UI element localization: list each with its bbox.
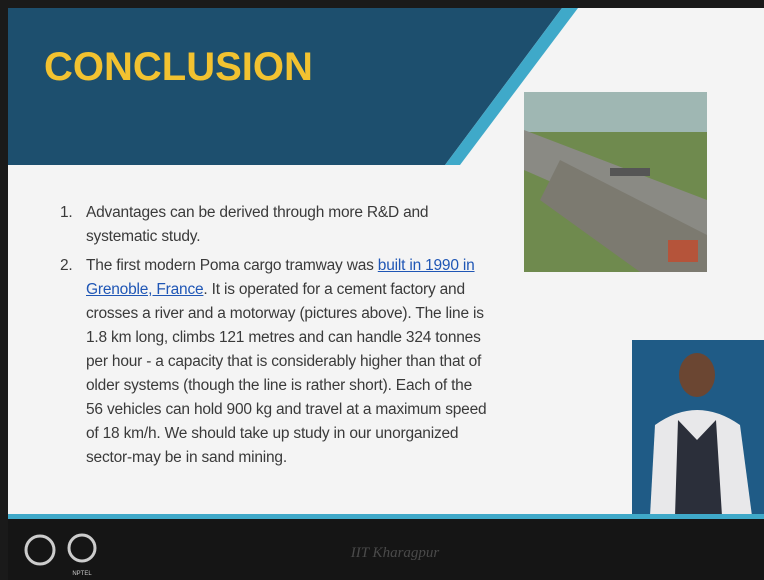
page: CONCLUSION NPTEL IIT Kharagpur 1. Advant… xyxy=(0,0,764,580)
presenter-video xyxy=(632,340,764,516)
text-run: The first modern Poma cargo tramway was xyxy=(86,257,378,274)
item-text: Advantages can be derived through more R… xyxy=(86,201,491,249)
item-number: 1. xyxy=(60,201,73,225)
slide-title: CONCLUSION xyxy=(44,45,313,89)
photo xyxy=(524,92,707,272)
item-number: 2. xyxy=(60,254,73,278)
logo-text: NPTEL xyxy=(72,571,92,577)
footer-institute: IIT Kharagpur xyxy=(350,545,440,561)
text-run: . It is operated for a cement factory an… xyxy=(86,281,486,466)
footer-stripe xyxy=(8,514,764,519)
item-text: The first modern Poma cargo tramway was … xyxy=(86,254,491,470)
